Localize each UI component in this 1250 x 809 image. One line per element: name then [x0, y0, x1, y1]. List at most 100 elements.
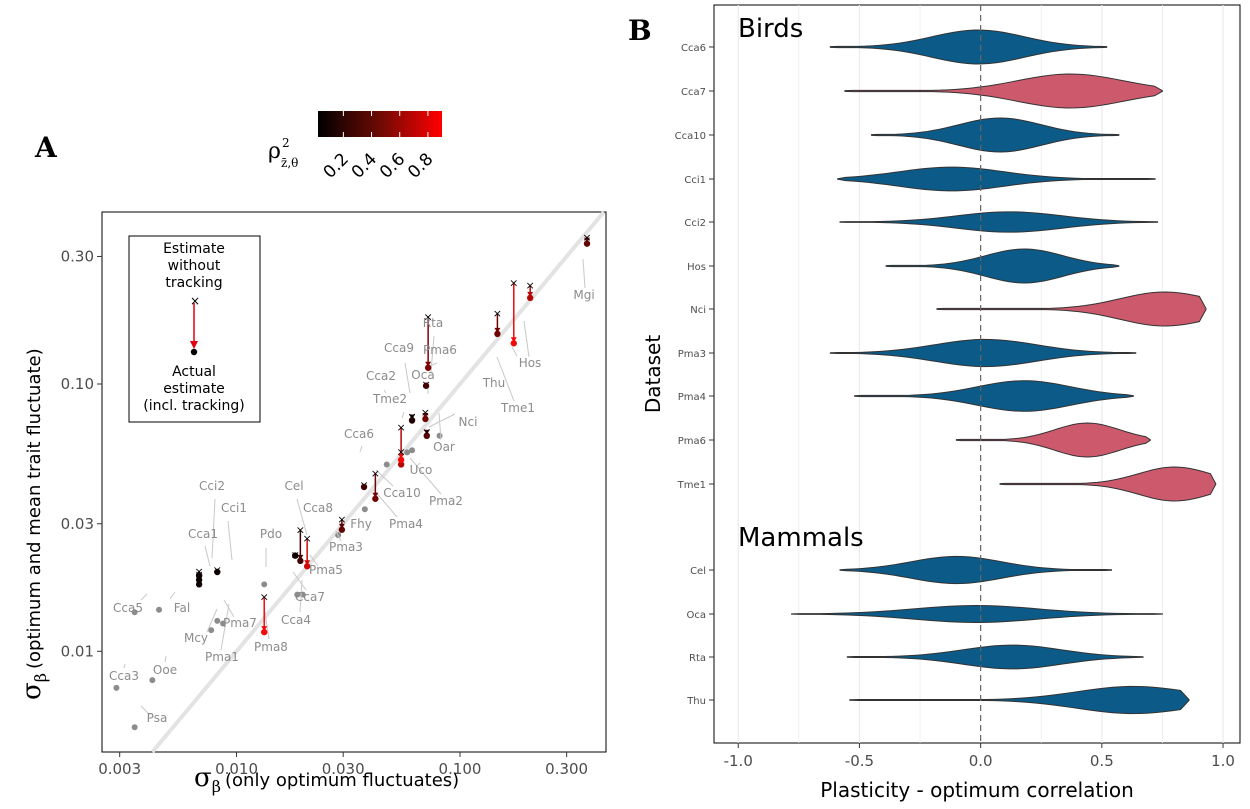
arrow-point-fhy2-arrowhead: [338, 523, 345, 529]
legend-top-line-3: tracking: [165, 275, 222, 291]
point-label-pma8: Pma8: [254, 640, 288, 654]
arrow-point-fhy2-cross: ×: [337, 513, 346, 526]
grey-point-ooe: [149, 677, 156, 684]
label-leader-line: [220, 603, 230, 651]
label-leader-line: [496, 356, 515, 402]
grey-point-fal: [156, 606, 163, 613]
label-leader-line: [204, 545, 211, 567]
label-leaders: [123, 258, 586, 716]
arrow-point-rta-arrowhead: [425, 361, 432, 367]
a-ylabel-rest: (optimum and mean trait fluctuate): [24, 348, 45, 669]
x-tick-label: 0.100: [439, 760, 482, 778]
b-y-tick-label-cci2: Cci2: [684, 218, 706, 229]
violin-cca6: [829, 29, 1108, 65]
b-y-tick-label-hos: Hos: [687, 262, 706, 273]
point-label-pma4: Pma4: [389, 517, 423, 531]
a-ylabel-sigma: σ: [17, 682, 47, 700]
arrow-point-cca9-cross: ×: [421, 406, 430, 419]
arrow-point-pma8-dot: [261, 628, 268, 636]
label-leader-line: [292, 571, 307, 591]
arrow-point-pma3-cross: ×: [296, 524, 305, 537]
x-tick-label: 0.300: [545, 760, 588, 778]
grey-point-cca6: [383, 461, 390, 468]
arrow-point-tme1-cross: ×: [509, 276, 518, 289]
label-leader-line: [375, 469, 394, 487]
y-axis-ticks: 0.01 0.03 0.10 0.30: [61, 247, 102, 660]
label-leader-line: [299, 579, 303, 613]
point-label-pma2: Pma2: [429, 494, 463, 508]
label-leader-line: [438, 412, 442, 441]
x-axis-ticks: 0.003 0.010 0.030 0.100 0.300: [98, 752, 588, 778]
label-leader-line: [309, 554, 319, 567]
violin-pma4: [854, 380, 1134, 412]
point-label-ooe: Ooe: [153, 663, 177, 677]
a-xlabel-sub: β: [212, 777, 221, 796]
label-leader-line: [582, 258, 586, 289]
label-leader-line: [223, 599, 235, 618]
b-x-tick-label: 1.0: [1211, 752, 1235, 770]
arrow-point-pma2b-cross: ×: [397, 445, 406, 458]
arrow-point-pma2b-arrowhead: [398, 453, 405, 459]
x-tick-label: 0.030: [322, 760, 365, 778]
arrow-point-cca2-arrowhead: [409, 414, 416, 420]
label-leader-line: [206, 608, 218, 633]
point-label-cca3: Cca3: [109, 669, 139, 683]
b-x-tick-label: 0.5: [1090, 752, 1114, 770]
label-leader-line: [430, 335, 435, 373]
label-leader-line: [227, 520, 233, 561]
point-label-cca4: Cca4: [281, 613, 311, 627]
label-leader-line: [383, 389, 387, 394]
arrow-point-pma2b-dot: [397, 456, 405, 464]
arrow-point-pma6-cross: ×: [422, 425, 431, 438]
arrow-point-thu-arrowhead: [494, 327, 501, 333]
point-label-pma1: Pma1: [205, 650, 239, 664]
b-xlabel: Plasticity - optimum correlation: [820, 778, 1134, 802]
b-x-tick-label: -0.5: [845, 752, 874, 770]
arrow-point-cca6b-dot: [360, 483, 368, 491]
arrow-point-cca1-dot: [195, 572, 203, 579]
a-xlabel-sigma: σ: [194, 763, 212, 793]
label-leader-line: [123, 663, 126, 669]
label-leader-line: [409, 457, 442, 495]
point-label-pma6: Pma6: [423, 343, 457, 357]
y-tick-label: 0.01: [61, 642, 94, 660]
colorbar-tick-label: 0.4: [348, 149, 381, 182]
label-leader-line: [417, 462, 421, 466]
violin-pma3: [829, 338, 1137, 368]
arrow-point-rta-dot: [424, 364, 432, 371]
violin-cca7: [844, 73, 1163, 109]
violin-rta: [846, 644, 1144, 670]
group-label-birds: Birds: [738, 14, 803, 44]
point-label-cel: Cel: [284, 479, 303, 493]
point-label-pma5: Pma5: [309, 563, 343, 577]
legend-top-line-1: Estimate: [163, 241, 225, 257]
b-y-tick-label-oca: Oca: [687, 610, 707, 621]
violin-tme1: [999, 466, 1217, 502]
b-x-axis-ticks: -1.0 -0.5 0.0 0.5 1.0: [724, 743, 1235, 770]
y-tick-label: 0.10: [61, 375, 94, 393]
point-label-oar: Oar: [433, 440, 455, 454]
point-label-cca6: Cca6: [344, 427, 374, 441]
grey-point-uco: [404, 449, 411, 456]
label-leader-line: [140, 705, 151, 716]
point-label-thu: Thu: [482, 376, 506, 390]
violin-pma6: [955, 422, 1151, 458]
b-y-tick-label-cca6: Cca6: [681, 43, 706, 54]
arrow-point-tme2-cross: ×: [397, 421, 406, 434]
b-y-tick-label-thu: Thu: [686, 696, 706, 707]
point-label-mgi: Mgi: [573, 288, 594, 302]
arrow-point-pma5-dot: [303, 563, 311, 570]
arrow-point-tme1-arrowhead: [510, 337, 517, 343]
arrow-point-pma3-arrowhead: [297, 554, 304, 560]
arrow-point-oca-dot: [422, 382, 430, 389]
point-label-pdo: Pdo: [260, 527, 282, 541]
b-y-tick-label-tme1: Tme1: [677, 480, 706, 491]
y-tick-label: 0.30: [61, 247, 94, 265]
violin-cca10: [871, 117, 1120, 153]
grey-point-cca3: [113, 684, 120, 691]
colorbar: 0.20.40.60.8 ρ 2 z̄,θ: [268, 111, 442, 183]
arrow-point-mgi-dot: [583, 240, 591, 247]
identity-line-path: [150, 210, 606, 754]
panel-a-letter: A: [34, 131, 58, 164]
